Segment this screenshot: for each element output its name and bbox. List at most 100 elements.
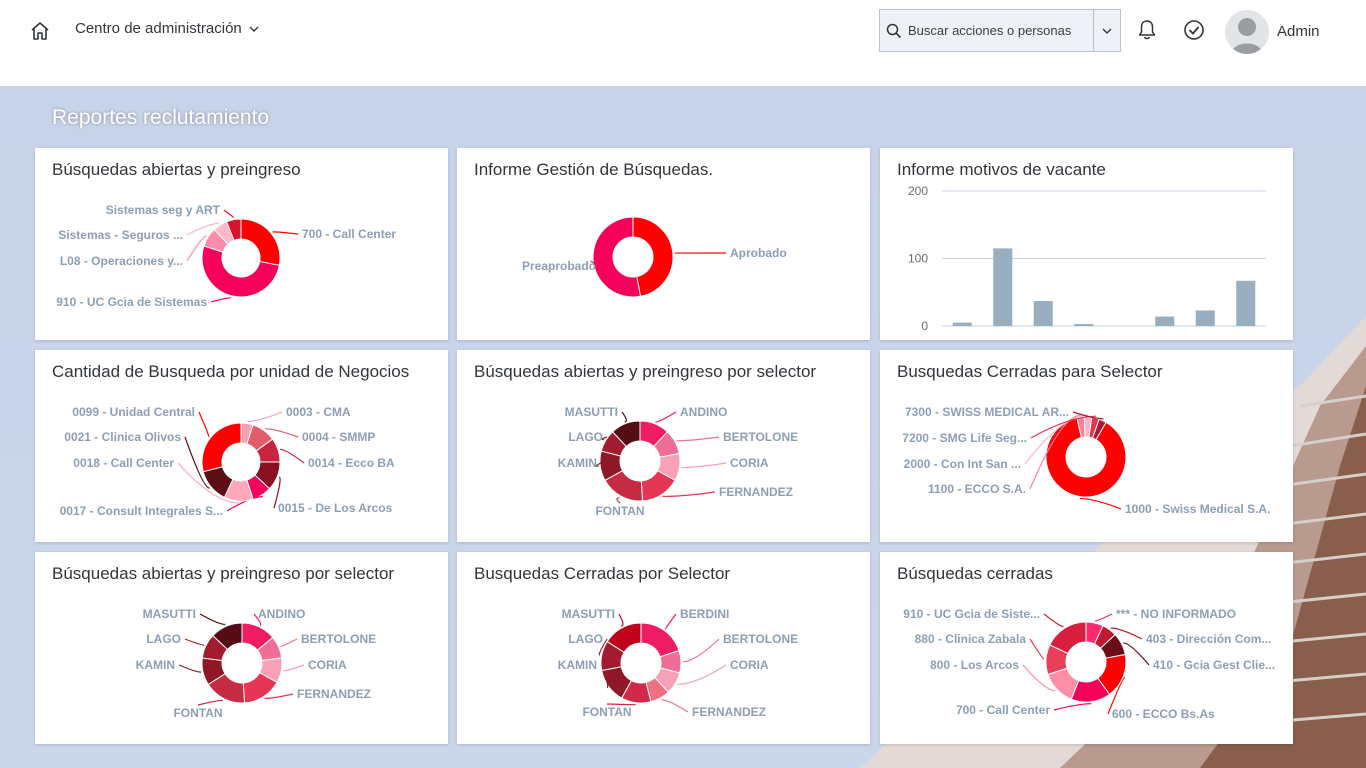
slice-label-410-gcia-gest-clie: 410 - Gcia Gest Clie... xyxy=(1153,658,1275,672)
slice-label-kamin: KAMIN xyxy=(558,456,597,470)
slice-label-600-ecco-bs-as: 600 - ECCO Bs.As xyxy=(1112,707,1215,721)
tile-busquedas-cerradas-para-selector[interactable]: Busquedas Cerradas para Selector 1000 - … xyxy=(880,350,1293,542)
bar-3[interactable] xyxy=(1074,323,1094,326)
app-title: Centro de administración xyxy=(75,20,242,37)
bell-icon xyxy=(1138,20,1156,40)
donut-slice-berdini[interactable] xyxy=(640,622,680,658)
slice-label-1000-swiss-medical-s-a: 1000 - Swiss Medical S.A. xyxy=(1125,502,1270,516)
slice-label-0003-cma: 0003 - CMA xyxy=(286,405,351,419)
tasks-button[interactable] xyxy=(1180,16,1208,44)
leader-line xyxy=(681,462,727,469)
app-title-menu[interactable]: Centro de administración xyxy=(75,20,260,37)
donut-slice-910-uc-gcia-de-sistemas[interactable] xyxy=(201,245,280,298)
leader-line xyxy=(621,411,627,423)
slice-label-0014-ecco-ba: 0014 - Ecco BA xyxy=(308,456,395,470)
tile-busquedas-abiertas-preingreso[interactable]: Búsquedas abiertas y preingreso 700 - Ca… xyxy=(35,148,448,340)
tile-informe-gestion-busquedas[interactable]: Informe Gestión de Búsquedas. Aprobado Pr… xyxy=(457,148,870,340)
donut-slice-0099-unidad-central[interactable] xyxy=(201,422,242,473)
bar-0[interactable] xyxy=(952,322,972,326)
search-input[interactable] xyxy=(908,23,1093,38)
home-button[interactable] xyxy=(20,12,60,50)
leader-line xyxy=(272,231,299,235)
leader-line xyxy=(1095,613,1113,622)
slice-label-bertolone: BERTOLONE xyxy=(723,632,798,646)
leader-line xyxy=(178,664,202,673)
donut-slice-aprobado[interactable] xyxy=(632,216,674,297)
donut-chart: Aprobado Preaprobado xyxy=(522,216,787,298)
donut-slice-sistemas-seg-y-art[interactable] xyxy=(225,218,242,241)
slice-label-0015-de-los-arcos: 0015 - De Los Arcos xyxy=(278,501,393,515)
donut-slice-preaprobado[interactable] xyxy=(592,216,642,298)
donut-chart: BERDINI BERTOLONE CORIA FERNANDEZ FONTAN KAMI… xyxy=(558,607,798,719)
slice-label-fontan: FONTAN xyxy=(595,504,644,518)
leader-line xyxy=(665,613,677,630)
leader-line xyxy=(223,209,235,219)
slice-label-coria: CORIA xyxy=(730,456,769,470)
slice-label-lago: LAGO xyxy=(146,632,181,646)
donut-slice-masutti[interactable] xyxy=(611,420,641,448)
donut-chart: 1000 - Swiss Medical S.A. 1100 - ECCO S.A… xyxy=(902,405,1270,516)
tile-informe-motivos-vacante[interactable]: Informe motivos de vacante 0 100 200 xyxy=(880,148,1293,340)
donut-slice-700-call-center[interactable] xyxy=(240,218,281,266)
leader-line xyxy=(210,297,231,303)
slice-label-aprobado: Aprobado xyxy=(730,246,787,260)
slice-label-800-los-arcos: 800 - Los Arcos xyxy=(930,658,1019,672)
slice-label-lago: LAGO xyxy=(568,430,603,444)
leader-line xyxy=(1123,642,1150,666)
slice-label-7200-smg-life-seg: 7200 - SMG Life Seg... xyxy=(902,431,1027,445)
leader-line xyxy=(273,476,281,509)
leader-line xyxy=(598,638,608,656)
leader-line xyxy=(199,613,226,626)
slice-label-andino: ANDINO xyxy=(258,607,305,621)
leader-line xyxy=(676,436,720,442)
slice-label-fernandez: FERNANDEZ xyxy=(297,687,371,701)
tile-busquedas-cerradas[interactable]: Búsquedas cerradas *** - NO INFORMADO 403… xyxy=(880,552,1293,744)
slice-label-1100-ecco-s-a: 1100 - ECCO S.A. xyxy=(928,482,1026,496)
slice-label-bertolone: BERTOLONE xyxy=(723,430,798,444)
donut-slice-910-uc-gcia-de-siste[interactable] xyxy=(1049,621,1087,655)
leader-line xyxy=(682,638,720,663)
slice-label-masutti: MASUTTI xyxy=(562,607,615,621)
leader-line xyxy=(1022,664,1056,692)
leader-line xyxy=(279,448,305,464)
tile-title: Búsquedas abiertas y preingreso por sele… xyxy=(474,362,817,381)
leader-line xyxy=(1107,676,1126,715)
bar-2[interactable] xyxy=(1033,301,1053,326)
search-field[interactable] xyxy=(879,9,1121,52)
donut-chart: 0003 - CMA 0004 - SMMP 0014 - Ecco BA 0015 … xyxy=(60,405,395,518)
donut-chart: ANDINO BERTOLONE CORIA FERNANDEZ FONTAN KAMIN… xyxy=(136,607,376,720)
leader-line xyxy=(1053,703,1092,711)
slice-label-fontan: FONTAN xyxy=(173,706,222,720)
leader-line xyxy=(265,428,299,438)
tile-title: Informe motivos de vacante xyxy=(897,160,1106,179)
slice-label-coria: CORIA xyxy=(730,658,769,672)
leader-line xyxy=(283,664,305,672)
tile-busquedas-abiertas-por-selector-2[interactable]: Búsquedas abiertas y preingreso por sele… xyxy=(35,552,448,744)
slice-label-preaprobado: Preaprobado xyxy=(522,259,596,273)
slice-label-0004-smmp: 0004 - SMMP xyxy=(302,430,375,444)
tile-busquedas-cerradas-por-selector[interactable]: Busquedas Cerradas por Selector BERDINI B… xyxy=(457,552,870,744)
bar-1[interactable] xyxy=(993,248,1013,326)
leader-line xyxy=(618,613,624,627)
tile-busquedas-abiertas-por-selector[interactable]: Búsquedas abiertas y preingreso por sele… xyxy=(457,350,870,542)
user-name[interactable]: Admin xyxy=(1277,23,1320,40)
y-tick-label: 100 xyxy=(908,252,928,266)
avatar[interactable] xyxy=(1225,10,1269,54)
tile-title: Búsquedas abiertas y preingreso por sele… xyxy=(52,564,395,583)
search-scope-dropdown[interactable] xyxy=(1093,10,1120,51)
chevron-down-icon xyxy=(1102,28,1112,34)
bar-7[interactable] xyxy=(1236,280,1256,326)
donut-slice-masutti[interactable] xyxy=(212,622,243,651)
bar-chart: 0 100 200 xyxy=(908,184,1266,333)
slice-label-fernandez: FERNANDEZ xyxy=(719,485,793,499)
donut-slice-7300-swiss-medical-ar[interactable] xyxy=(1091,418,1107,441)
bar-5[interactable] xyxy=(1155,316,1175,326)
tile-cantidad-busqueda-unidad-negocios[interactable]: Cantidad de Busqueda por unidad de Negoc… xyxy=(35,350,448,542)
leader-line xyxy=(662,491,716,498)
slice-label-berdini: BERDINI xyxy=(680,607,729,621)
bar-6[interactable] xyxy=(1195,310,1215,326)
slice-label-kamin: KAMIN xyxy=(136,658,175,672)
slice-label-910-uc-gcia-de-sistemas: 910 - UC Gcia de Sistemas xyxy=(56,295,207,309)
donut-slice-masutti[interactable] xyxy=(606,622,642,653)
notifications-button[interactable] xyxy=(1133,16,1161,44)
